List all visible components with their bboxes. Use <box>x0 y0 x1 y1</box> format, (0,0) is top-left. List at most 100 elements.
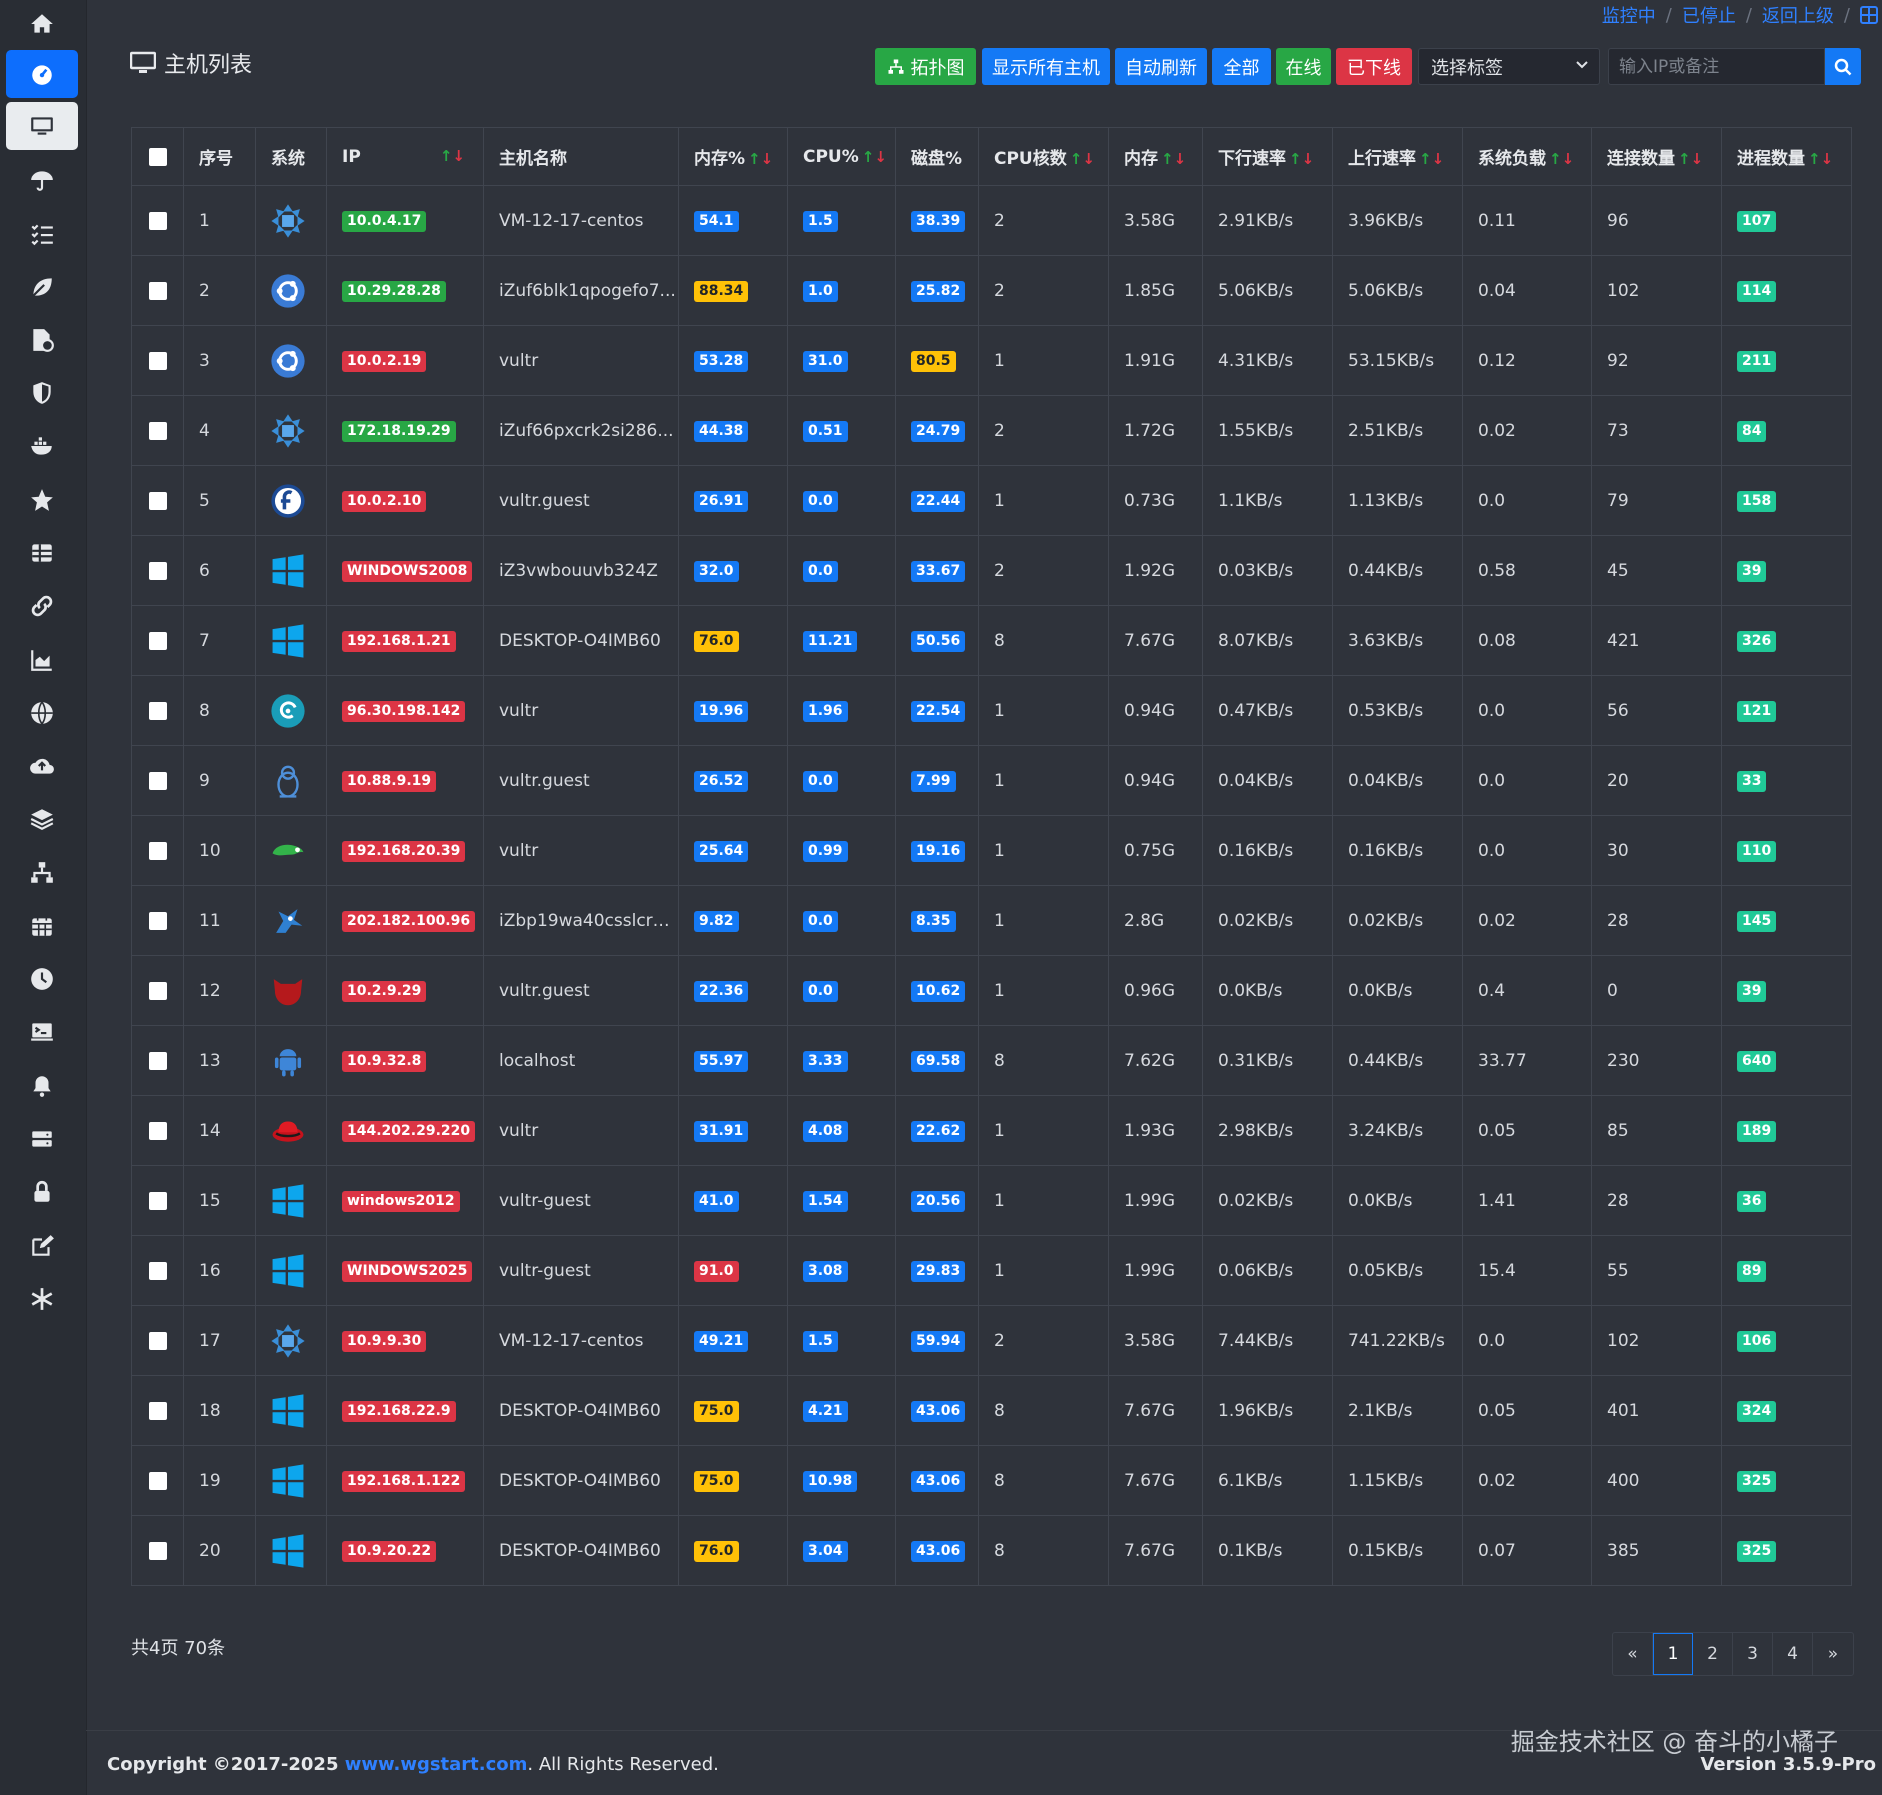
pagination-page[interactable]: 2 <box>1693 1633 1733 1675</box>
table-row[interactable]: 4 172.18.19.29 iZuf66pxcrk2si286... 44.38 0.… <box>131 395 1852 466</box>
col-ip[interactable]: IP ↑↓ <box>326 127 484 186</box>
sidebar-item-layers[interactable] <box>6 795 78 843</box>
row-checkbox[interactable] <box>148 421 167 440</box>
sidebar-item-tasks[interactable] <box>6 210 78 258</box>
sidebar-item-network[interactable] <box>6 689 78 737</box>
cell-ip[interactable]: 10.88.9.19 <box>326 745 484 816</box>
table-row[interactable]: 16 WINDOWS2025 vultr-guest 91.0 3.08 29.83 1 1.… <box>131 1235 1852 1306</box>
table-row[interactable]: 17 10.9.9.30 VM-12-17-centos 49.21 1.5 59.94 2… <box>131 1305 1852 1376</box>
show-all-hosts-button[interactable]: 显示所有主机 <box>982 48 1110 85</box>
cell-hostname[interactable]: DESKTOP-O4IMB60 <box>483 1515 679 1586</box>
pagination-next[interactable]: » <box>1827 1644 1839 1664</box>
grid-icon[interactable] <box>1860 6 1878 24</box>
cell-ip[interactable]: WINDOWS2025 <box>326 1235 484 1306</box>
row-checkbox[interactable] <box>148 1331 167 1350</box>
cell-hostname[interactable]: vultr <box>483 325 679 396</box>
website-link[interactable]: www.wgstart.com <box>344 1754 528 1775</box>
row-checkbox[interactable] <box>148 911 167 930</box>
topology-button[interactable]: 拓扑图 <box>875 48 976 85</box>
pagination-prev[interactable]: « <box>1613 1633 1653 1675</box>
cell-hostname[interactable]: vultr-guest <box>483 1165 679 1236</box>
sidebar-item-dashboard[interactable] <box>6 50 78 98</box>
table-row[interactable]: 1 10.0.4.17 VM-12-17-centos 54.1 1.5 38.39 2 3.… <box>131 185 1852 256</box>
sort-icon[interactable]: ↑↓ <box>1678 150 1704 168</box>
cell-ip[interactable]: 10.0.2.10 <box>326 465 484 536</box>
cell-ip[interactable]: 10.9.9.30 <box>326 1305 484 1376</box>
pagination-page[interactable]: 1 <box>1653 1633 1693 1675</box>
cell-hostname[interactable]: vultr.guest <box>483 465 679 536</box>
cell-ip[interactable]: 192.168.1.21 <box>326 605 484 676</box>
cell-ip[interactable]: windows2012 <box>326 1165 484 1236</box>
cell-ip[interactable]: 10.0.4.17 <box>326 185 484 256</box>
sidebar-item-edit[interactable] <box>6 1222 78 1270</box>
sort-icon[interactable]: ↑↓ <box>1549 150 1575 168</box>
sidebar-item-table[interactable] <box>6 529 78 577</box>
cell-hostname[interactable]: vultr <box>483 675 679 746</box>
cell-ip[interactable]: 10.2.9.29 <box>326 955 484 1026</box>
row-checkbox[interactable] <box>148 1401 167 1420</box>
table-row[interactable]: 7 192.168.1.21 DESKTOP-O4IMB60 76.0 11.21 50.… <box>131 605 1852 676</box>
col-processes[interactable]: 进程数量 ↑↓ <box>1721 127 1852 186</box>
sidebar-item-docker[interactable] <box>6 422 78 470</box>
row-checkbox[interactable] <box>148 841 167 860</box>
cell-ip[interactable]: 10.9.20.22 <box>326 1515 484 1586</box>
cell-ip[interactable]: 192.168.20.39 <box>326 815 484 886</box>
table-row[interactable]: 13 10.9.32.8 localhost 55.97 3.33 69.58 8 7.62G… <box>131 1025 1852 1096</box>
row-checkbox[interactable] <box>148 561 167 580</box>
sidebar-item-hosts[interactable] <box>6 102 78 150</box>
cell-ip[interactable]: 96.30.198.142 <box>326 675 484 746</box>
col-memory[interactable]: 内存 ↑↓ <box>1108 127 1203 186</box>
search-button[interactable] <box>1825 48 1861 85</box>
sidebar-item-charts[interactable] <box>6 636 78 684</box>
sidebar-item-umbrella[interactable] <box>6 156 78 204</box>
row-checkbox[interactable] <box>148 1051 167 1070</box>
row-checkbox[interactable] <box>148 1541 167 1560</box>
pagination-page[interactable]: 3 <box>1733 1633 1773 1675</box>
cell-hostname[interactable]: vultr.guest <box>483 955 679 1026</box>
cell-ip[interactable]: 202.182.100.96 <box>326 885 484 956</box>
filter-online-button[interactable]: 在线 <box>1276 48 1331 85</box>
nav-stopped-link[interactable]: 已停止 <box>1681 6 1736 27</box>
filter-all-button[interactable]: 全部 <box>1212 48 1271 85</box>
cell-ip[interactable]: WINDOWS2008 <box>326 535 484 606</box>
table-row[interactable]: 3 10.0.2.19 vultr 53.28 31.0 80.5 1 1.91G 4.31KB… <box>131 325 1852 396</box>
col-connections[interactable]: 连接数量 ↑↓ <box>1591 127 1722 186</box>
cell-ip[interactable]: 172.18.19.29 <box>326 395 484 466</box>
sort-icon[interactable]: ↑↓ <box>1419 150 1445 168</box>
cell-ip[interactable]: 10.9.32.8 <box>326 1025 484 1096</box>
cell-hostname[interactable]: vultr.guest <box>483 745 679 816</box>
sort-icon[interactable]: ↑↓ <box>1808 150 1834 168</box>
row-checkbox[interactable] <box>148 701 167 720</box>
cell-hostname[interactable]: vultr-guest <box>483 1235 679 1306</box>
table-row[interactable]: 8 96.30.198.142 vultr 19.96 1.96 22.54 1 0.94G 0… <box>131 675 1852 746</box>
select-all-checkbox[interactable] <box>148 147 167 166</box>
table-row[interactable]: 9 10.88.9.19 vultr.guest 26.52 0.0 7.99 1 0.94G… <box>131 745 1852 816</box>
table-row[interactable]: 12 10.2.9.29 vultr.guest 22.36 0.0 10.62 1 0.96… <box>131 955 1852 1026</box>
sort-icon[interactable]: ↑↓ <box>748 150 774 168</box>
cell-ip[interactable]: 192.168.1.122 <box>326 1445 484 1516</box>
nav-back-link[interactable]: 返回上级 <box>1761 6 1834 27</box>
sidebar-item-storage[interactable] <box>6 1115 78 1163</box>
col-cpu-pct[interactable]: CPU% ↑↓ <box>787 127 896 186</box>
table-row[interactable]: 10 192.168.20.39 vultr 25.64 0.99 19.16 1 0.75G… <box>131 815 1852 886</box>
cell-hostname[interactable]: iZuf66pxcrk2si286... <box>483 395 679 466</box>
cell-hostname[interactable]: vultr <box>483 815 679 886</box>
sort-icon[interactable]: ↑↓ <box>1289 150 1315 168</box>
sidebar-item-leaf[interactable] <box>6 263 78 311</box>
row-checkbox[interactable] <box>148 981 167 1000</box>
table-row[interactable]: 18 192.168.22.9 DESKTOP-O4IMB60 75.0 4.21 43.… <box>131 1375 1852 1446</box>
sidebar-item-settings[interactable] <box>6 1275 78 1323</box>
row-checkbox[interactable] <box>148 1191 167 1210</box>
col-load[interactable]: 系统负载 ↑↓ <box>1462 127 1592 186</box>
search-input[interactable] <box>1608 48 1825 85</box>
row-checkbox[interactable] <box>148 351 167 370</box>
table-row[interactable]: 2 10.29.28.28 iZuf6blk1qpogefo7... 88.34 1.0… <box>131 255 1852 326</box>
sidebar-item-lock[interactable] <box>6 1168 78 1216</box>
cell-hostname[interactable]: iZ3vwbouuvb324Z <box>483 535 679 606</box>
sort-icon[interactable]: ↑↓ <box>439 146 465 165</box>
col-cpu-cores[interactable]: CPU核数 ↑↓ <box>978 127 1109 186</box>
sidebar-item-links[interactable] <box>6 582 78 630</box>
pagination-page[interactable]: 4 <box>1773 1633 1813 1675</box>
cell-ip[interactable]: 10.0.2.19 <box>326 325 484 396</box>
tag-select[interactable]: 选择标签 <box>1418 48 1600 85</box>
